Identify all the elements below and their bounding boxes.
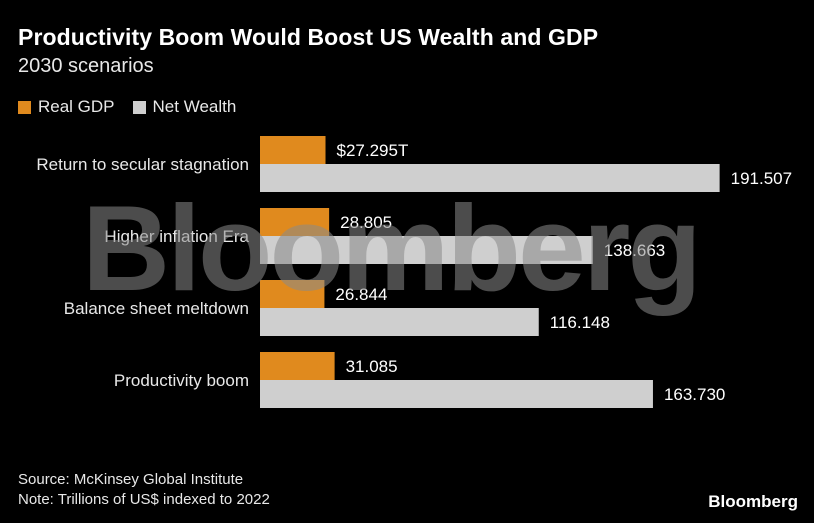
bar-real-gdp [260,352,335,380]
category-label: Higher inflation Era [104,227,249,246]
category-label: Return to secular stagnation [36,155,249,174]
data-label-real-gdp: $27.295T [337,141,409,160]
legend-item-real-gdp: Real GDP [18,97,115,117]
data-label-net-wealth: 163.730 [664,385,725,404]
chart-title: Productivity Boom Would Boost US Wealth … [18,24,599,50]
bar-net-wealth [260,308,539,336]
legend-label-net-wealth: Net Wealth [152,97,237,116]
bar-net-wealth [260,164,720,192]
footer: Source: McKinsey Global Institute Note: … [18,470,270,510]
data-label-real-gdp: 31.085 [346,357,398,376]
data-label-real-gdp: 26.844 [335,285,387,304]
legend: Real GDP Net Wealth [18,97,254,117]
chart-subtitle: 2030 scenarios [18,55,154,77]
source-note: Source: McKinsey Global Institute [18,471,244,488]
legend-item-net-wealth: Net Wealth [132,97,237,117]
units-note: Note: Trillions of US$ indexed to 2022 [18,491,270,508]
legend-swatch-real-gdp [18,100,31,114]
bar-real-gdp [260,136,326,164]
category-label: Productivity boom [114,371,249,390]
data-label-real-gdp: 28.805 [340,213,392,232]
data-label-net-wealth: 191.507 [731,169,792,188]
legend-swatch-net-wealth [132,100,146,114]
bar-real-gdp [260,208,330,236]
legend-label-real-gdp: Real GDP [38,97,115,116]
brand-logo: Bloomberg [708,492,798,511]
data-label-net-wealth: 116.148 [550,313,610,332]
data-label-net-wealth: 138.663 [604,241,665,260]
bar-net-wealth [260,236,593,264]
bar-real-gdp [260,280,325,308]
category-label: Balance sheet meltdown [64,299,249,318]
bar-net-wealth [260,380,653,408]
